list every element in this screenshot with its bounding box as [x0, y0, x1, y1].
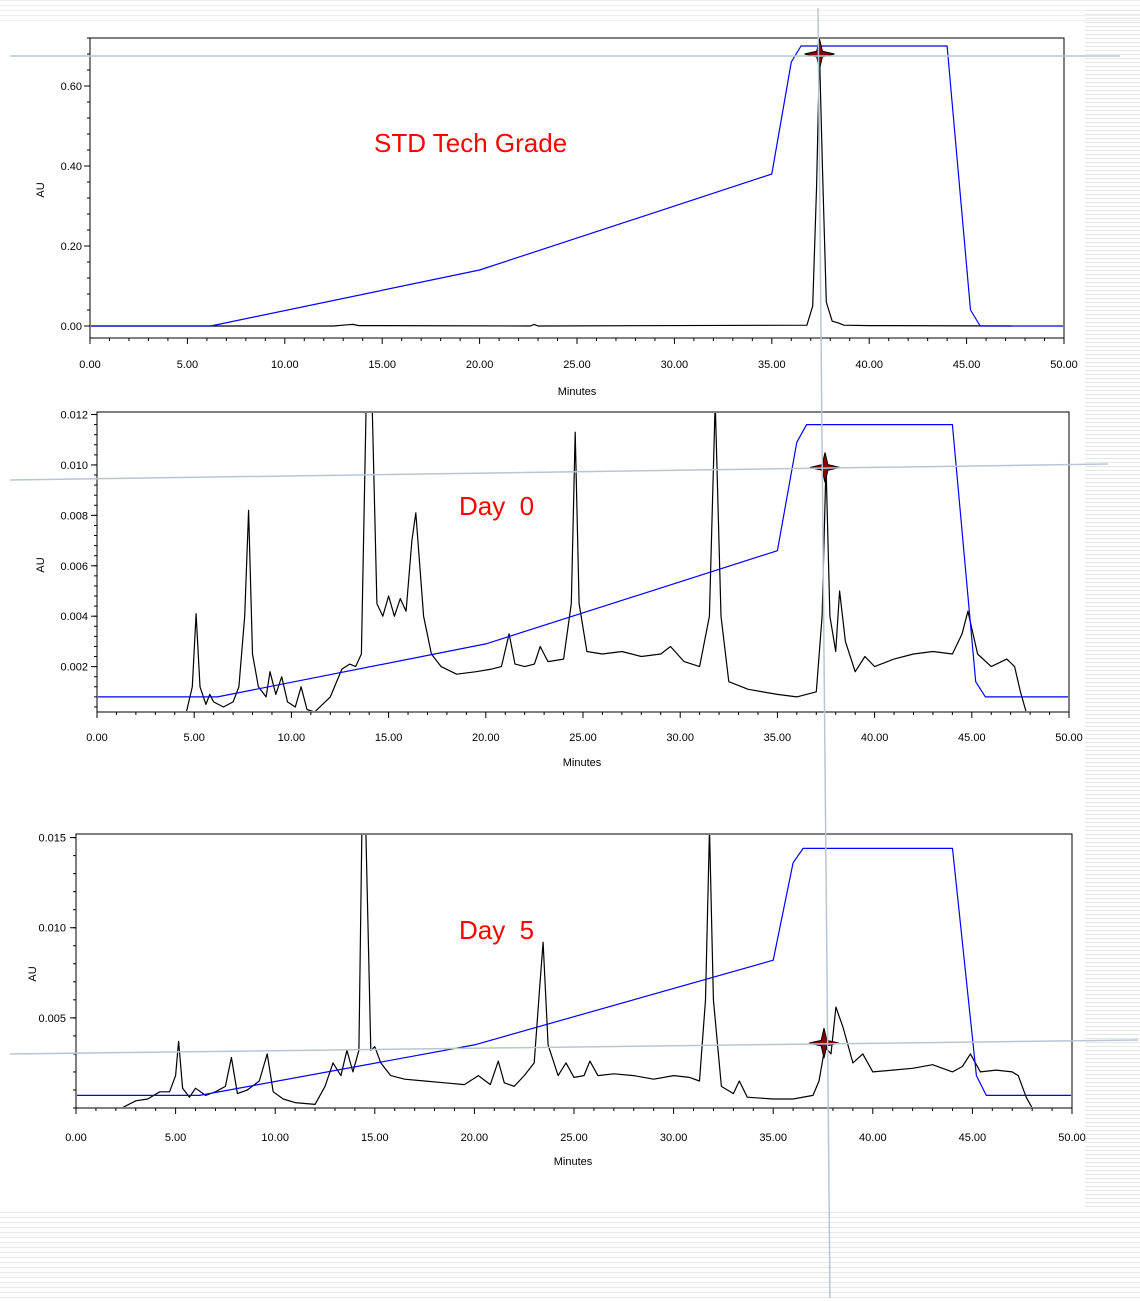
x-tick-label: 5.00: [165, 1132, 186, 1144]
x-tick-label: 25.00: [569, 732, 597, 744]
x-tick-label: 20.00: [472, 732, 500, 744]
x-tick-label: 10.00: [271, 359, 299, 371]
y-tick-label: 0.005: [38, 1013, 66, 1025]
y-axis-title: AU: [35, 182, 47, 197]
panel-label-day0: Day 0: [459, 491, 534, 521]
x-tick-label: 30.00: [666, 732, 694, 744]
chromatogram-trace: [122, 835, 1033, 1107]
x-tick-label: 45.00: [959, 1132, 987, 1144]
x-tick-label: 35.00: [764, 732, 792, 744]
x-tick-label: 40.00: [855, 359, 883, 371]
y-tick-label: 0.004: [60, 611, 88, 623]
gradient-line: [98, 424, 1068, 698]
y-axis-title: AU: [35, 557, 47, 572]
y-tick-label: 0.00: [61, 321, 82, 333]
y-tick-label: 0.010: [60, 460, 88, 472]
x-axis-title: Minutes: [554, 1156, 593, 1168]
peak-marker-star: [804, 38, 835, 70]
y-tick-label: 0.002: [60, 662, 88, 674]
x-tick-label: 25.00: [560, 1132, 588, 1144]
plot-frame: [96, 411, 1070, 713]
y-axis-title: AU: [27, 966, 39, 981]
x-tick-label: 10.00: [261, 1132, 289, 1144]
horizontal-guide-line: [9, 463, 1109, 481]
y-tick-label: 0.40: [61, 161, 82, 173]
panel-day-5: Day 5 Minutes AU 0.00 5.00 10.00 15.00 20.00…: [27, 833, 1086, 1168]
x-tick-label: 45.00: [953, 359, 981, 371]
x-tick-label: 25.00: [563, 359, 591, 371]
y-tick-label: 0.008: [60, 510, 88, 522]
x-axis-title: Minutes: [563, 757, 602, 769]
y-tick-label: 0.012: [60, 410, 88, 422]
y-tick-label: 0.60: [61, 81, 82, 93]
x-tick-label: 0.00: [65, 1132, 86, 1144]
x-tick-label: 0.00: [79, 359, 100, 371]
gradient-line: [77, 847, 1071, 1097]
x-tick-label: 40.00: [859, 1132, 887, 1144]
x-tick-label: 5.00: [183, 732, 204, 744]
vertical-guide-line: [817, 7, 831, 1299]
x-tick-label: 50.00: [1050, 359, 1078, 371]
plot-frame: [89, 37, 1065, 339]
y-tick-label: 0.015: [38, 833, 66, 845]
x-tick-label: 30.00: [660, 1132, 688, 1144]
x-tick-label: 10.00: [278, 732, 306, 744]
peak-marker-star: [808, 1027, 840, 1059]
guide-lines: [9, 7, 1139, 1299]
chromatogram-trace: [91, 53, 1012, 327]
y-tick-label: 0.006: [60, 561, 88, 573]
x-tick-label: 45.00: [958, 732, 986, 744]
x-tick-label: 15.00: [361, 1132, 389, 1144]
panel-label-std: STD Tech Grade: [374, 128, 567, 158]
y-tick-label: 0.010: [38, 923, 66, 935]
x-tick-label: 20.00: [461, 1132, 489, 1144]
panel-day-0: Day 0 Minutes AU 0.00 5.00 10.00 15.00 20.00…: [35, 410, 1083, 769]
x-tick-label: 40.00: [861, 732, 889, 744]
horizontal-guide-line: [9, 1039, 1139, 1055]
panel-std-tech-grade: STD Tech Grade Minutes AU 0.00 5.00 10.00 1…: [35, 37, 1078, 398]
x-tick-label: 5.00: [177, 359, 198, 371]
x-tick-label: 50.00: [1058, 1132, 1086, 1144]
y-tick-label: 0.20: [61, 241, 82, 253]
panel-label-day5: Day 5: [459, 915, 534, 945]
x-tick-label: 15.00: [368, 359, 396, 371]
x-axis-title: Minutes: [558, 386, 597, 398]
x-tick-label: 0.00: [86, 732, 107, 744]
gradient-line: [91, 45, 1063, 327]
x-tick-label: 35.00: [758, 359, 786, 371]
x-tick-label: 30.00: [661, 359, 689, 371]
chromatogram-trace: [186, 413, 1027, 711]
x-tick-label: 50.00: [1055, 732, 1083, 744]
x-tick-label: 15.00: [375, 732, 403, 744]
x-tick-label: 35.00: [759, 1132, 787, 1144]
x-tick-label: 20.00: [466, 359, 494, 371]
